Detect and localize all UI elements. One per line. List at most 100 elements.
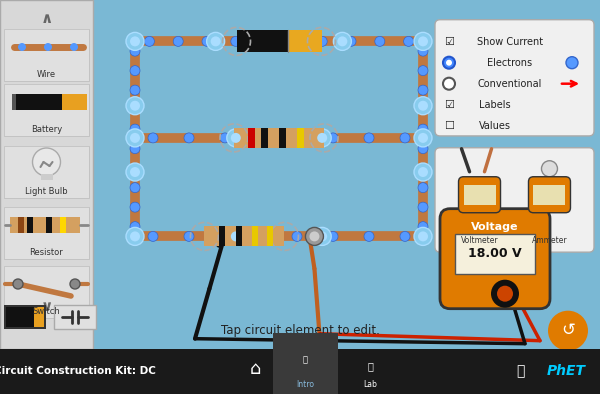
Circle shape — [289, 36, 298, 46]
Text: Light Bulb: Light Bulb — [25, 186, 68, 195]
FancyBboxPatch shape — [435, 148, 594, 252]
Circle shape — [256, 133, 266, 143]
Circle shape — [292, 133, 302, 143]
Circle shape — [548, 311, 588, 351]
Circle shape — [206, 32, 224, 50]
Bar — [4, 207, 89, 259]
Circle shape — [418, 222, 428, 232]
Circle shape — [566, 57, 578, 69]
Circle shape — [418, 133, 428, 143]
Circle shape — [231, 231, 241, 242]
Circle shape — [44, 43, 52, 51]
Circle shape — [256, 231, 266, 242]
Bar — [46, 217, 52, 233]
Circle shape — [337, 36, 347, 46]
Text: Electrons: Electrons — [487, 58, 533, 68]
Circle shape — [32, 148, 61, 176]
Text: Switch: Switch — [32, 307, 61, 316]
Circle shape — [418, 163, 428, 173]
Bar — [47, 359, 82, 389]
Circle shape — [148, 231, 158, 242]
Text: Show Current: Show Current — [477, 37, 543, 47]
Circle shape — [375, 36, 385, 46]
Circle shape — [418, 183, 428, 193]
Circle shape — [497, 286, 513, 302]
Text: 18.00 V: 18.00 V — [468, 247, 522, 260]
Circle shape — [145, 36, 154, 46]
Text: ⊖: ⊖ — [16, 366, 28, 381]
Circle shape — [418, 202, 428, 212]
Bar — [34, 307, 44, 327]
Bar — [297, 128, 304, 148]
Circle shape — [126, 97, 144, 115]
FancyBboxPatch shape — [440, 209, 550, 309]
Circle shape — [173, 36, 183, 46]
Bar — [62, 94, 87, 110]
Circle shape — [292, 231, 302, 242]
Circle shape — [130, 202, 140, 212]
Bar — [0, 0, 93, 349]
Circle shape — [70, 279, 80, 289]
Circle shape — [541, 161, 557, 177]
Circle shape — [328, 231, 338, 242]
Bar — [4, 266, 89, 318]
Circle shape — [130, 46, 140, 56]
Circle shape — [202, 36, 212, 46]
Text: 💡: 💡 — [302, 355, 308, 364]
Text: ⊕: ⊕ — [58, 366, 70, 381]
Circle shape — [404, 36, 413, 46]
Circle shape — [317, 36, 327, 46]
Circle shape — [130, 167, 140, 177]
Circle shape — [418, 36, 428, 46]
Text: ☑: ☑ — [444, 100, 454, 110]
Circle shape — [130, 231, 140, 242]
Circle shape — [313, 129, 331, 147]
Text: ⌂: ⌂ — [250, 360, 260, 378]
Text: ☐: ☐ — [444, 121, 454, 131]
Bar — [0, 349, 600, 394]
Bar — [4, 146, 89, 198]
Circle shape — [418, 101, 428, 111]
Circle shape — [443, 78, 455, 90]
Circle shape — [418, 231, 428, 242]
Bar — [287, 30, 322, 52]
Text: Tap circuit element to edit.: Tap circuit element to edit. — [221, 324, 379, 337]
Circle shape — [227, 227, 245, 245]
Circle shape — [130, 133, 140, 143]
Circle shape — [184, 133, 194, 143]
Circle shape — [414, 129, 432, 147]
Circle shape — [130, 124, 140, 134]
Bar — [455, 234, 535, 274]
Bar — [273, 333, 338, 394]
Bar — [267, 227, 273, 246]
Circle shape — [364, 133, 374, 143]
Circle shape — [70, 43, 78, 51]
Circle shape — [231, 36, 241, 46]
Bar — [10, 217, 80, 233]
Bar — [248, 128, 254, 148]
Circle shape — [418, 85, 428, 95]
Text: Ammeter: Ammeter — [532, 236, 567, 245]
Text: Voltage: Voltage — [471, 222, 519, 232]
Circle shape — [18, 43, 26, 51]
Circle shape — [130, 144, 140, 154]
Text: Wire: Wire — [37, 69, 56, 78]
Circle shape — [130, 105, 140, 115]
Circle shape — [414, 32, 432, 50]
Bar — [4, 305, 46, 329]
Text: 👤: 👤 — [516, 364, 524, 378]
Circle shape — [211, 36, 221, 46]
Bar — [261, 128, 268, 148]
Bar — [54, 305, 96, 329]
Circle shape — [227, 129, 245, 147]
Circle shape — [126, 32, 144, 50]
Bar — [464, 185, 496, 205]
Circle shape — [126, 227, 144, 245]
Circle shape — [414, 163, 432, 181]
Circle shape — [130, 183, 140, 193]
Text: Lab: Lab — [363, 379, 377, 388]
Circle shape — [328, 133, 338, 143]
Bar — [4, 29, 89, 81]
Bar — [4, 207, 89, 259]
Circle shape — [310, 231, 319, 242]
